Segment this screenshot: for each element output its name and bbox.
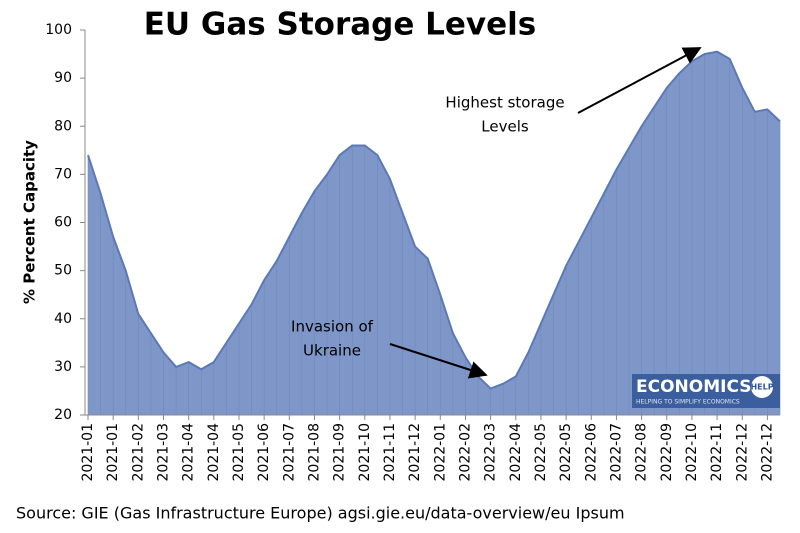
x-tick-label: 2021-12 <box>407 423 423 482</box>
logo: ECONOMICS HELP HELPING TO SIMPLIFY ECONO… <box>632 374 780 408</box>
x-tick-label: 2021-09 <box>332 423 348 482</box>
logo-badge-circle <box>751 376 773 398</box>
x-tick-label: 2022-05 <box>533 423 549 482</box>
area <box>88 51 780 415</box>
x-tick-label: 2021-06 <box>256 423 272 482</box>
annotation-text: Highest storage <box>445 94 564 112</box>
x-tick-label: 2022-02 <box>457 423 473 482</box>
y-tick-label: 30 <box>54 359 72 375</box>
x-tick-label: 2021-01 <box>80 423 96 482</box>
x-tick-label: 2021-07 <box>281 423 297 482</box>
area-edge <box>87 50 781 390</box>
y-tick-label: 70 <box>54 166 72 182</box>
x-tick-label: 2021-11 <box>382 423 398 482</box>
x-tick-label: 2021-04 <box>206 423 222 482</box>
y-axis-label: % Percent Capacity <box>21 140 39 304</box>
x-tick-label: 2022-09 <box>659 423 675 482</box>
x-tick-label: 2021-05 <box>231 423 247 482</box>
annotation-arrow <box>577 47 702 114</box>
x-tick-label: 2022-07 <box>608 423 624 482</box>
x-tick-label: 2022-08 <box>634 423 650 482</box>
x-tick-label: 2022-05 <box>558 423 574 482</box>
y-tick-label: 20 <box>54 407 72 423</box>
plot-area: 20 30 40 50 60 70 80 90 100 2021-01 2021-01 2021-02… <box>45 22 781 482</box>
x-tick-label: 2022-12 <box>734 423 750 482</box>
annotation-text: Ukraine <box>303 342 361 360</box>
x-tick-label: 2021-08 <box>306 423 322 482</box>
y-tick-label: 50 <box>54 263 72 279</box>
y-tick-label: 40 <box>54 311 72 327</box>
x-tick-label: 2022-01 <box>432 423 448 482</box>
logo-badge: HELP <box>750 383 773 392</box>
x-tick-label: 2021-04 <box>181 423 197 482</box>
x-tick-label: 2021-03 <box>155 423 171 482</box>
annotation-text: Invasion of <box>291 318 374 336</box>
x-tick-label: 2022-10 <box>684 423 700 482</box>
y-tick-label: 90 <box>54 70 72 86</box>
y-tick-label: 80 <box>54 118 72 134</box>
annotation-text: Levels <box>481 118 529 136</box>
y-tick-label: 60 <box>54 215 72 231</box>
chart-title: EU Gas Storage Levels <box>144 7 537 43</box>
logo-name: ECONOMICS <box>636 377 752 397</box>
x-tick-label: 2022-03 <box>483 423 499 482</box>
logo-tagline: HELPING TO SIMPLIFY ECONOMICS <box>636 399 740 406</box>
x-tick-label: 2022-12 <box>759 423 775 482</box>
source-note: Source: GIE (Gas Infrastructure Europe) … <box>16 504 625 523</box>
x-tick-label: 2022-04 <box>508 423 524 482</box>
x-tick-label: 2021-01 <box>105 423 121 482</box>
x-tick-label: 2021-02 <box>130 423 146 482</box>
x-tick-label: 2021-10 <box>357 423 373 482</box>
x-tick-label: 2022-11 <box>709 423 725 482</box>
annotation-arrow <box>389 343 488 379</box>
x-tick-label: 2022-06 <box>583 423 599 482</box>
y-tick-label: 100 <box>45 22 72 38</box>
